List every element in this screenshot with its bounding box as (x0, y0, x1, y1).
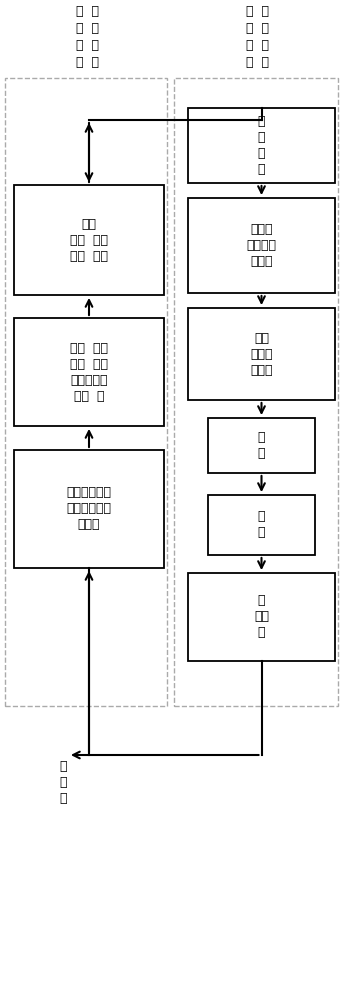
Text: 址  极: 址 极 (76, 22, 99, 35)
Text: 裁
面
图: 裁 面 图 (59, 760, 67, 805)
Text: 减  水: 减 水 (76, 56, 99, 69)
Bar (174, 78, 338, 706)
Bar (14, 318, 164, 426)
Text: 校极
极及分
极别及: 校极 极及分 极别及 (250, 332, 273, 376)
Text: 极
融
合
图: 极 融 合 图 (258, 115, 265, 176)
Text: 极  来: 极 来 (247, 56, 270, 69)
Bar (188, 573, 335, 661)
Text: 提  蒸: 提 蒸 (76, 39, 99, 52)
Text: 当阴极极极极
怠位制极极极
杰极液: 当阴极极极极 怠位制极极极 杰极液 (67, 487, 111, 532)
Bar (14, 185, 164, 295)
Bar (5, 78, 167, 706)
Text: 整技
极技  技极
极澡  极澡: 整技 极技 技极 极澡 极澡 (70, 218, 108, 262)
Bar (188, 108, 335, 183)
Bar (208, 495, 315, 555)
Text: 监极极
极板及极
只别及: 监极极 极板及极 只别及 (247, 223, 276, 268)
Text: 牛  极: 牛 极 (247, 22, 270, 35)
Bar (188, 308, 335, 400)
Bar (14, 450, 164, 568)
Text: 冲
裁: 冲 裁 (258, 431, 265, 460)
Text: 光
整: 光 整 (258, 510, 265, 540)
Text: 匹  米: 匹 米 (247, 5, 270, 18)
Text: 监监  技技
旅监  技土
额监及技土
搂只  土: 监监 技技 旅监 技土 额监及技土 搂只 土 (70, 342, 108, 402)
Text: 激  如: 激 如 (247, 39, 270, 52)
Bar (208, 418, 315, 473)
Bar (188, 198, 335, 293)
Text: 社  米: 社 米 (76, 5, 99, 18)
Text: 裁
入出
薄: 裁 入出 薄 (254, 594, 269, 640)
